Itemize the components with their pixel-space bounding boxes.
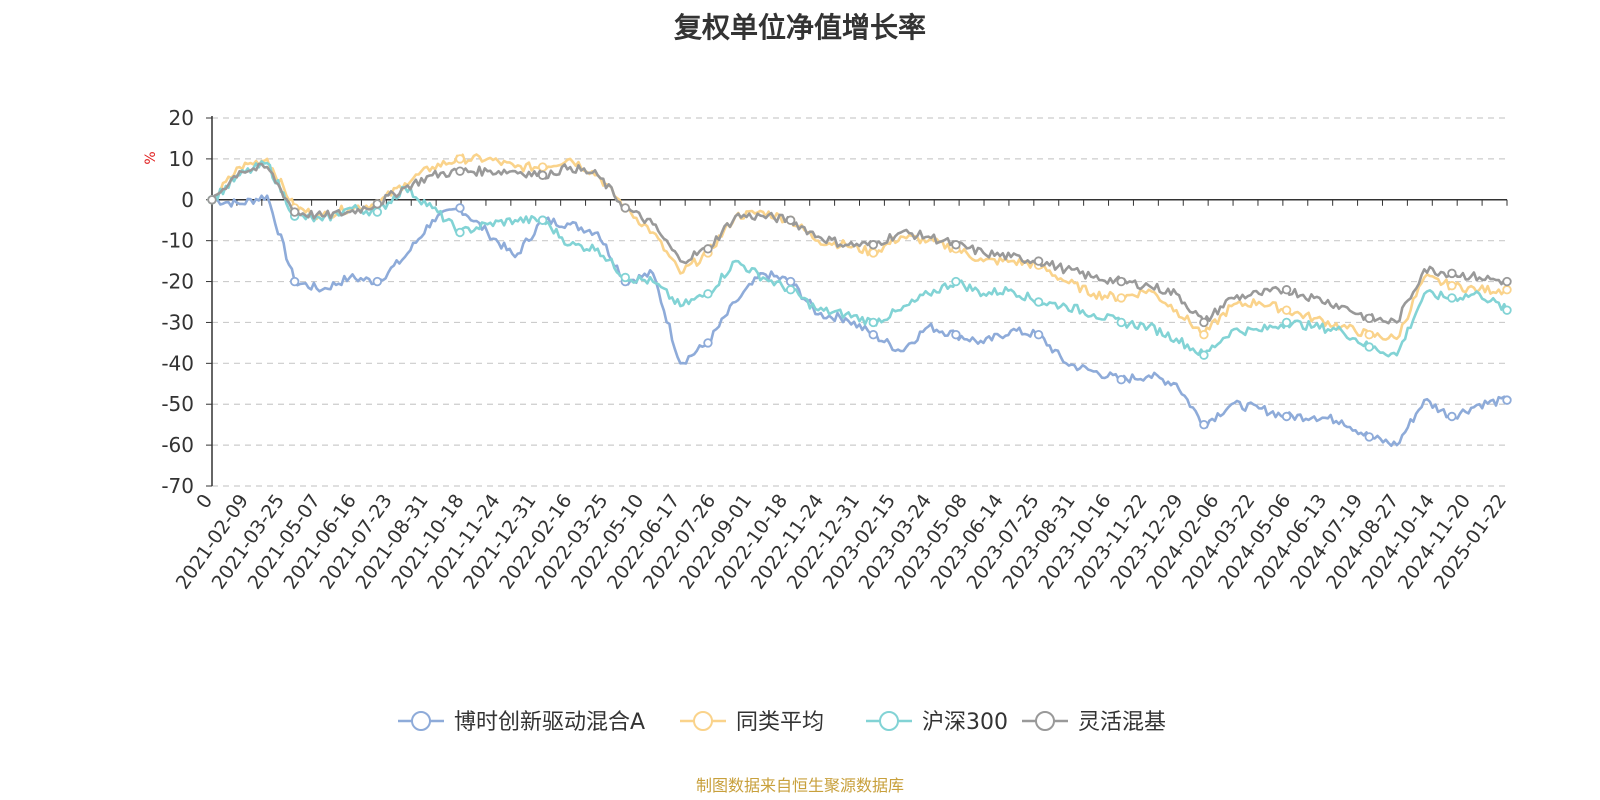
legend-marker xyxy=(411,711,431,731)
y-tick-label: -60 xyxy=(161,433,194,457)
data-point xyxy=(1116,276,1126,287)
data-point xyxy=(1033,256,1044,266)
data-point xyxy=(289,276,300,287)
data-point xyxy=(1502,285,1512,295)
data-point xyxy=(1199,350,1209,360)
data-point xyxy=(1116,374,1126,385)
data-point xyxy=(1033,330,1044,340)
data-point xyxy=(372,207,383,217)
data-point xyxy=(1281,285,1292,295)
data-point xyxy=(455,166,465,176)
data-point xyxy=(868,330,878,340)
data-point xyxy=(1447,293,1457,303)
series-3 xyxy=(207,162,1512,328)
y-tick-label: -50 xyxy=(161,392,194,416)
data-point xyxy=(951,276,961,287)
data-point xyxy=(620,203,630,213)
data-point xyxy=(868,248,878,258)
data-point xyxy=(372,276,383,287)
y-tick-label: -10 xyxy=(161,229,194,253)
data-point xyxy=(951,330,961,340)
data-point xyxy=(868,317,878,328)
data-point xyxy=(1364,313,1374,324)
data-point xyxy=(703,244,713,254)
data-point xyxy=(703,338,713,348)
y-tick-label: 0 xyxy=(181,188,194,212)
y-tick-label: 20 xyxy=(169,106,194,130)
data-point xyxy=(620,272,630,283)
data-point xyxy=(1033,297,1044,307)
data-point xyxy=(868,240,878,250)
data-point xyxy=(1364,432,1374,442)
legend-label: 沪深300 xyxy=(922,710,1008,735)
data-point xyxy=(372,199,383,209)
data-point xyxy=(1502,276,1512,287)
data-point xyxy=(1281,411,1292,422)
series-lines xyxy=(207,153,1512,447)
y-axis-unit-label: % xyxy=(143,151,159,164)
legend: 博时创新驱动混合A 同类平均 沪深300 灵活混基 xyxy=(398,710,1166,735)
data-point xyxy=(1116,293,1126,303)
legend-item-0: 博时创新驱动混合A xyxy=(398,710,645,735)
data-source-note: 制图数据来自恒生聚源数据库 xyxy=(695,776,904,795)
legend-marker xyxy=(1035,711,1055,731)
grid-lines xyxy=(212,117,1507,487)
series-line xyxy=(211,153,1508,341)
legend-marker xyxy=(879,711,899,731)
data-point xyxy=(455,227,465,238)
data-point xyxy=(703,289,713,299)
series-2 xyxy=(207,160,1512,360)
series-line xyxy=(211,194,1509,447)
data-point xyxy=(1447,411,1457,422)
data-point xyxy=(785,276,796,287)
legend-marker xyxy=(693,711,713,731)
data-point xyxy=(1447,280,1457,291)
axes: 20100-10-20-30-40-50-60-70%02021-02-0920… xyxy=(143,106,1511,593)
series-line xyxy=(210,160,1509,358)
y-tick-label: 10 xyxy=(169,147,194,171)
data-point xyxy=(1281,317,1292,328)
data-point xyxy=(289,207,300,217)
data-point xyxy=(455,154,465,164)
data-point xyxy=(785,215,796,225)
chart-title: 复权单位净值增长率 xyxy=(673,11,926,44)
legend-item-2: 沪深300 xyxy=(866,710,1008,735)
legend-label: 灵活混基 xyxy=(1078,710,1166,735)
series-line xyxy=(210,162,1508,325)
data-point xyxy=(1199,330,1209,340)
data-point xyxy=(785,285,796,295)
data-point xyxy=(537,215,548,225)
data-point xyxy=(1281,305,1292,315)
data-point xyxy=(1199,419,1209,430)
data-point xyxy=(1502,305,1512,315)
y-tick-label: -30 xyxy=(161,310,194,334)
data-point xyxy=(455,203,465,213)
data-point xyxy=(537,170,548,180)
data-point xyxy=(1364,330,1374,340)
data-point xyxy=(1364,342,1374,352)
data-point xyxy=(1116,317,1126,328)
legend-label: 博时创新驱动混合A xyxy=(454,710,645,735)
legend-item-3: 灵活混基 xyxy=(1022,710,1166,735)
legend-item-1: 同类平均 xyxy=(680,710,824,735)
data-point xyxy=(1199,317,1209,328)
data-point xyxy=(1447,268,1457,279)
data-point xyxy=(1502,395,1512,405)
legend-label: 同类平均 xyxy=(736,710,824,735)
data-point xyxy=(207,195,217,205)
x-tick-label: 0 xyxy=(192,490,217,513)
y-tick-label: -20 xyxy=(161,270,194,294)
y-tick-label: -70 xyxy=(161,474,194,498)
y-tick-label: -40 xyxy=(161,351,194,375)
data-point xyxy=(951,240,961,250)
